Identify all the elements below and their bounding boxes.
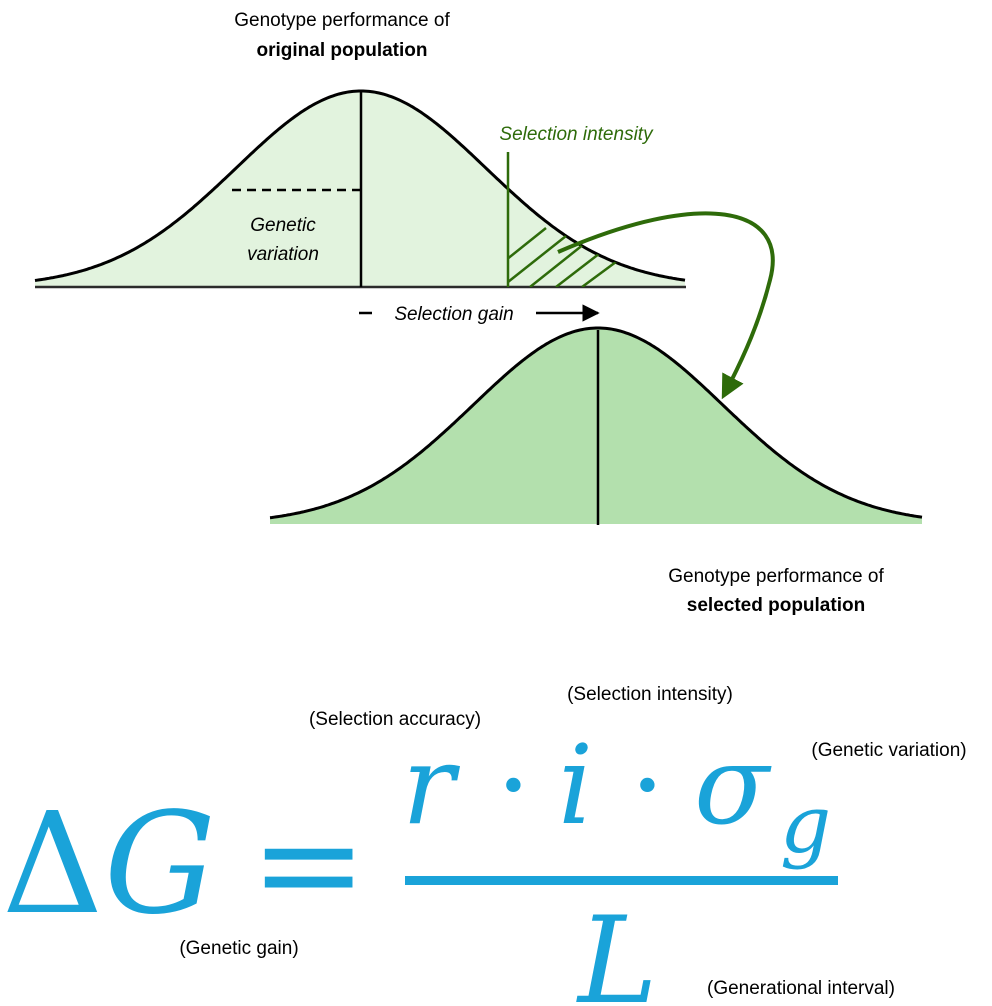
formula-l: L — [576, 892, 658, 1006]
selection-transfer-arrow — [557, 211, 775, 400]
formula-g: G — [104, 783, 216, 946]
genetic-gain-formula: Δ G = r · i · σ g L — [2, 721, 838, 1006]
selected-population-title-line1: Genotype performance of — [668, 566, 884, 587]
selected-population-curve-group — [269, 326, 923, 525]
formula-sigma: σ — [694, 721, 772, 849]
formula-fraction-bar — [405, 876, 838, 885]
formula-delta: Δ — [2, 783, 103, 946]
genetic-variation-label-line2: variation — [247, 244, 319, 265]
genetic-gain-annotation: (Genetic gain) — [179, 938, 298, 959]
formula-subscript-g: g — [780, 778, 831, 871]
selected-population-fill — [270, 328, 922, 524]
original-population-title-line1: Genotype performance of — [234, 10, 450, 31]
selected-population-title-line2: selected population — [687, 595, 865, 616]
selection-intensity-annotation: (Selection intensity) — [567, 684, 733, 705]
formula-i: i — [558, 721, 593, 849]
selection-gain-label: Selection gain — [394, 304, 513, 325]
genetic-variation-annotation: (Genetic variation) — [811, 740, 966, 761]
formula-dot-2: · — [630, 721, 665, 849]
selection-accuracy-annotation: (Selection accuracy) — [309, 709, 481, 730]
selected-population-curve — [269, 326, 923, 520]
original-population-title-line2: original population — [257, 40, 428, 61]
original-population-curve-group — [34, 89, 686, 289]
genetic-variation-label-line1: Genetic — [250, 215, 316, 236]
selection-intensity-label: Selection intensity — [499, 124, 654, 145]
generational-interval-annotation: (Generational interval) — [707, 978, 895, 999]
formula-equals: = — [250, 783, 367, 946]
formula-dot-1: · — [496, 721, 531, 849]
formula-r: r — [402, 721, 461, 849]
